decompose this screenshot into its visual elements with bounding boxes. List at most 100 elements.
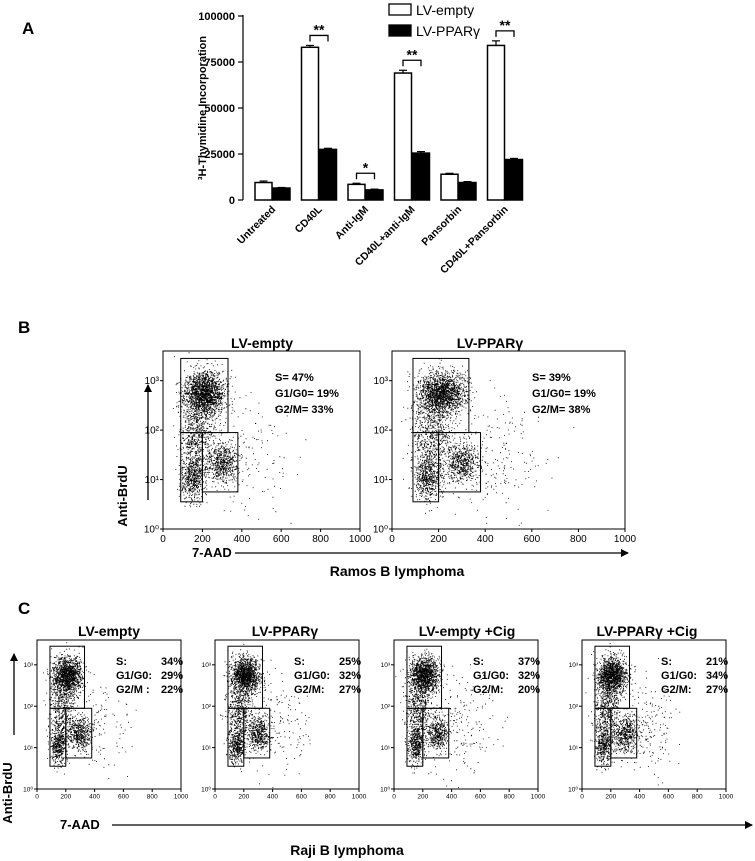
y-tick-label: 10¹	[381, 745, 391, 752]
x-tick-label: 400	[446, 794, 457, 801]
x-tick-label: 600	[273, 534, 290, 545]
gate-stat: G2/M= 38%	[532, 404, 591, 416]
gate-stat-label: G2/M:	[661, 684, 692, 696]
y-tick-label: 100000	[198, 11, 235, 23]
significance-label: **	[407, 46, 418, 62]
plot-frame	[162, 350, 361, 530]
dot-plot: 0 200 400 600 800 1000 10⁰ 10¹ 10² 10³	[201, 639, 367, 801]
caption: Ramos B lymphoma	[330, 563, 465, 579]
x-tick-label: 600	[475, 794, 486, 801]
x-tick-label: 800	[312, 534, 329, 545]
significance-markers: *******	[309, 17, 515, 180]
x-tick-label: 1000	[174, 794, 189, 801]
x-tick-label: 600	[118, 794, 129, 801]
gate-stat-value: 32%	[339, 670, 361, 682]
y-tick-label: 10³	[374, 376, 389, 387]
x-tick-label: 800	[147, 794, 158, 801]
y-tick-label: 10²	[374, 426, 389, 437]
gate-stat-value: 25%	[339, 656, 361, 668]
significance-bracket	[309, 34, 329, 42]
panel-b-ramos: 0 200 400 600 800 100010⁰10¹10²10³LV-emptyS= …	[115, 335, 637, 579]
y-tick-label: 10¹	[569, 745, 579, 752]
y-axis-label: Anti-BrdU	[0, 762, 15, 823]
bar-lv-empty-4	[440, 173, 459, 201]
legend-label-lv-empty: LV-empty	[416, 2, 474, 18]
significance-bracket	[402, 59, 422, 67]
plot-frame	[393, 639, 539, 790]
significance-label: **	[314, 21, 325, 37]
bar-chart-thymidine: 0 25000 50000 75000 100000 ³H-Thymidine Inco…	[197, 2, 524, 276]
gate-stat-label: S:	[473, 656, 484, 668]
gate-stat: G1/G0= 19%	[275, 388, 339, 400]
x-tick-label: 1000	[614, 534, 637, 545]
x-tick-label: 200	[417, 794, 428, 801]
dot-plot: 0 200 400 600 800 1000 10⁰ 10¹ 10² 10³	[144, 350, 372, 545]
event-dots	[172, 352, 307, 524]
gate-stat-label: G2/M:	[294, 684, 325, 696]
y-tick-label: 10⁰	[568, 785, 578, 793]
x-tick-label: 1000	[719, 794, 734, 801]
y-tick-label: 10²	[202, 703, 212, 710]
y-tick-label: 10¹	[145, 475, 160, 486]
y-tick-label: 10⁰	[380, 785, 390, 793]
event-dots	[401, 358, 575, 526]
x-tick-label: 800	[325, 794, 336, 801]
y-tick-label: 10³	[145, 376, 160, 387]
x-tick-label: 400	[634, 794, 645, 801]
y-tick-label: 10⁰	[144, 525, 159, 536]
x-tick-label: 0	[580, 794, 584, 801]
event-dots	[395, 648, 508, 788]
significance-bracket	[495, 30, 515, 37]
gate-stat: S= 47%	[275, 372, 314, 384]
y-tick-label: 10²	[24, 703, 34, 710]
gate-stat-label: S:	[294, 656, 305, 668]
dot-plot: 0 200 400 600 800 1000 10⁰ 10¹ 10² 10³	[568, 639, 734, 801]
significance-bracket	[355, 172, 376, 180]
gate-stat-label: G1/G0:	[294, 670, 330, 682]
x-tick-label: 800	[504, 794, 515, 801]
panel-label-b: B	[18, 318, 30, 337]
plot-title: LV-PPARγ	[252, 623, 319, 639]
plot-frame	[391, 350, 626, 530]
y-tick-label: 10⁰	[23, 785, 33, 793]
x-tick-label: CD40L	[293, 203, 325, 235]
y-tick-label: 10⁰	[201, 785, 211, 793]
x-tick-label: 400	[267, 794, 278, 801]
y-tick-label: 25000	[204, 149, 235, 161]
plot-frame	[214, 639, 360, 790]
bar-lv-empty-3	[393, 72, 413, 201]
gate-g2-m	[438, 432, 482, 493]
y-tick-label: 10⁰	[373, 525, 388, 536]
x-tick-label: 600	[523, 534, 540, 545]
y-tick-label: 10³	[24, 662, 34, 669]
y-tick-label: 10³	[569, 662, 579, 669]
panel-label-c: C	[18, 599, 30, 618]
bar-lv-ppar-4	[458, 181, 477, 201]
y-axis-ticks: 0 25000 50000 75000 100000	[198, 11, 243, 207]
bar-lv-ppar-5	[504, 158, 524, 201]
x-tick-label: 200	[60, 794, 71, 801]
plot-title: LV-PPARγ	[457, 335, 524, 351]
x-tick-label: 0	[389, 534, 395, 545]
legend-swatch-lv-empty	[388, 3, 412, 16]
gate-stat-value: 34%	[706, 670, 728, 682]
legend-label-lv-ppar: LV-PPARγ	[416, 23, 480, 39]
y-tick-label: 10²	[569, 703, 579, 710]
gate-stat-value: 32%	[518, 670, 540, 682]
x-axis-label: 7-AAD	[192, 545, 232, 560]
x-tick-label: 600	[296, 794, 307, 801]
y-tick-label: 10²	[145, 426, 160, 437]
gate-stat-label: G2/M :	[116, 684, 150, 696]
y-tick-label: 50000	[204, 103, 235, 115]
gate-stat-label: S:	[661, 656, 672, 668]
x-axis-label: 7-AAD	[60, 817, 100, 832]
event-dots	[220, 644, 311, 788]
legend-swatch-lv-ppar	[388, 24, 412, 37]
dot-plot: 0 200 400 600 800 1000 10⁰ 10¹ 10² 10³	[23, 639, 189, 801]
y-tick-label: 10²	[381, 703, 391, 710]
x-tick-label: 400	[233, 534, 250, 545]
bar-lv-empty-0	[254, 181, 273, 201]
bars	[254, 40, 524, 201]
gate-stat-label: S:	[116, 656, 127, 668]
